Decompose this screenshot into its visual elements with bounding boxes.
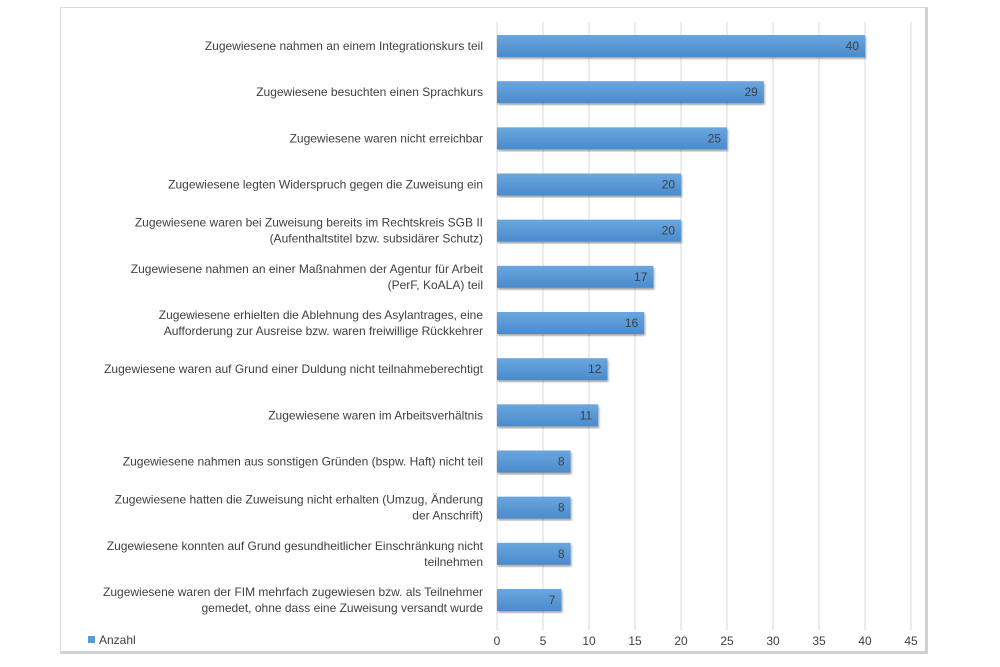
category-label: Zugewiesene konnten auf Grund gesundheit…: [107, 539, 484, 553]
x-tick-label: 40: [858, 634, 872, 648]
data-label: 8: [558, 501, 565, 515]
bar: [497, 81, 764, 104]
category-label: Zugewiesene waren der FIM mehrfach zugew…: [103, 585, 483, 599]
category-label: Zugewiesene waren im Arbeitsverhältnis: [268, 408, 483, 422]
category-label: Zugewiesene nahmen an einer Maßnahmen de…: [131, 262, 484, 276]
data-label: 12: [588, 362, 602, 376]
category-label: Zugewiesene hatten die Zuweisung nicht e…: [115, 493, 483, 507]
data-label: 25: [708, 131, 722, 145]
x-tick-label: 0: [494, 634, 501, 648]
category-label: Zugewiesene nahmen an einem Integrations…: [205, 39, 483, 53]
category-label: Zugewiesene erhielten die Ablehnung des …: [159, 308, 484, 322]
bar: [497, 542, 571, 565]
legend-swatch: [88, 636, 95, 643]
legend-label: Anzahl: [99, 633, 136, 647]
category-label: Zugewiesene waren nicht erreichbar: [290, 131, 483, 145]
data-label: 8: [558, 547, 565, 561]
category-label: teilnehmen: [424, 555, 483, 569]
category-label: gemedet, ohne dass eine Zuweisung versan…: [201, 601, 483, 615]
x-tick-label: 25: [720, 634, 734, 648]
x-tick-label: 20: [674, 634, 688, 648]
category-label: Aufforderung zur Ausreise bzw. waren fre…: [164, 324, 483, 338]
x-tick-label: 15: [628, 634, 642, 648]
data-label: 29: [744, 85, 758, 99]
category-label: der Anschrift): [412, 509, 483, 523]
x-tick-label: 5: [540, 634, 547, 648]
bar: [497, 219, 681, 242]
category-label: (PerF, KoALA) teil: [388, 278, 483, 292]
category-label: Zugewiesene legten Widerspruch gegen die…: [168, 178, 483, 192]
category-label: Zugewiesene nahmen aus sonstigen Gründen…: [123, 455, 483, 469]
bar: [497, 127, 727, 150]
category-label: Zugewiesene waren bei Zuweisung bereits …: [135, 216, 483, 230]
bar: [497, 589, 562, 611]
category-label: (Aufenthaltstitel bzw. subsidärer Schutz…: [270, 232, 483, 246]
category-label: Zugewiesene besuchten einen Sprachkurs: [256, 85, 483, 99]
bar: [497, 35, 865, 57]
data-label: 20: [662, 224, 676, 238]
data-label: 11: [580, 408, 593, 422]
x-tick-label: 30: [766, 634, 780, 648]
x-tick-label: 45: [904, 634, 918, 648]
bar: [497, 358, 608, 381]
x-tick-label: 10: [582, 634, 596, 648]
bar: [497, 450, 571, 473]
chart-frame: [60, 7, 928, 654]
category-label: Zugewiesene waren auf Grund einer Duldun…: [104, 362, 484, 376]
data-label: 16: [625, 316, 639, 330]
x-tick-label: 35: [812, 634, 826, 648]
bar: [497, 173, 681, 196]
data-label: 7: [549, 593, 556, 607]
bar: [497, 496, 571, 519]
bar: [497, 404, 599, 427]
data-label: 17: [634, 270, 648, 284]
data-label: 20: [662, 178, 676, 192]
bar: [497, 265, 654, 288]
data-label: 8: [558, 455, 565, 469]
bar: [497, 312, 645, 334]
data-label: 40: [846, 39, 860, 53]
